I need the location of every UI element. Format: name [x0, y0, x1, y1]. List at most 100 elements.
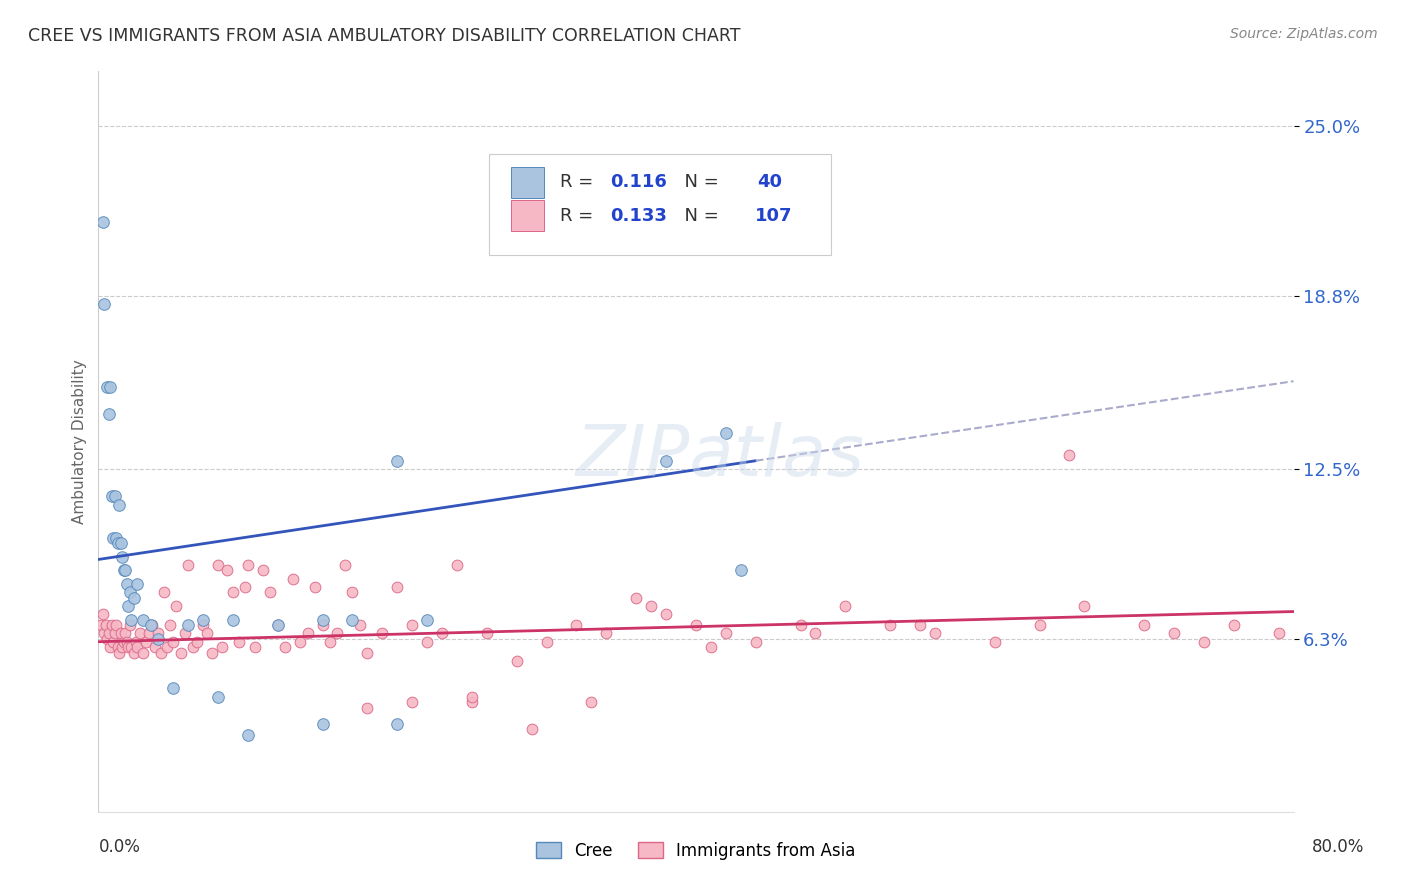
Point — [120, 613, 142, 627]
Text: 80.0%: 80.0% — [1312, 838, 1364, 856]
Point — [745, 634, 768, 648]
Point — [97, 407, 120, 421]
Point — [129, 626, 152, 640]
Point — [274, 640, 297, 655]
Point — [103, 634, 125, 648]
Point — [461, 690, 484, 704]
Point — [536, 634, 558, 648]
Point — [416, 613, 439, 627]
Point — [177, 618, 200, 632]
Point — [804, 626, 827, 640]
Point — [115, 577, 138, 591]
Point — [685, 618, 707, 632]
Point — [349, 618, 371, 632]
Point — [101, 618, 124, 632]
Point — [267, 618, 290, 632]
Point — [111, 549, 134, 564]
Point — [93, 626, 115, 640]
Point — [174, 626, 197, 640]
Point — [148, 626, 170, 640]
Legend: Cree, Immigrants from Asia: Cree, Immigrants from Asia — [530, 835, 862, 866]
Point — [984, 634, 1007, 648]
Point — [879, 618, 901, 632]
FancyBboxPatch shape — [510, 200, 544, 231]
Y-axis label: Ambulatory Disability: Ambulatory Disability — [72, 359, 87, 524]
Point — [655, 607, 678, 622]
Point — [197, 626, 219, 640]
Point — [132, 613, 155, 627]
Text: 0.0%: 0.0% — [98, 838, 141, 856]
Point — [207, 690, 229, 704]
Point — [475, 626, 498, 640]
Text: 0.133: 0.133 — [610, 207, 666, 225]
Point — [162, 634, 184, 648]
Text: R =: R = — [560, 173, 599, 192]
Point — [105, 618, 128, 632]
Point — [233, 580, 256, 594]
Text: N =: N = — [673, 173, 724, 192]
Point — [730, 563, 752, 577]
Point — [1028, 618, 1050, 632]
Point — [104, 626, 127, 640]
Point — [117, 640, 139, 655]
Point — [655, 454, 678, 468]
Point — [162, 681, 184, 696]
Point — [90, 618, 112, 632]
Point — [215, 563, 238, 577]
Point — [181, 640, 204, 655]
Point — [288, 634, 311, 648]
Point — [834, 599, 856, 613]
Text: CREE VS IMMIGRANTS FROM ASIA AMBULATORY DISABILITY CORRELATION CHART: CREE VS IMMIGRANTS FROM ASIA AMBULATORY … — [28, 27, 741, 45]
Point — [125, 634, 148, 648]
Point — [565, 618, 588, 632]
Point — [108, 498, 131, 512]
Point — [236, 728, 259, 742]
Point — [138, 626, 160, 640]
Point — [156, 640, 179, 655]
Point — [105, 531, 128, 545]
Point — [461, 695, 484, 709]
Point — [132, 646, 155, 660]
Text: R =: R = — [560, 207, 599, 225]
Point — [211, 640, 233, 655]
Point — [222, 585, 245, 599]
Point — [98, 380, 122, 394]
Text: 40: 40 — [756, 173, 782, 192]
Text: N =: N = — [673, 207, 724, 225]
Text: 107: 107 — [755, 207, 792, 225]
Point — [520, 723, 543, 737]
Point — [108, 646, 131, 660]
Point — [111, 640, 134, 655]
Text: 0.116: 0.116 — [610, 173, 666, 192]
Point — [714, 626, 737, 640]
Point — [342, 585, 364, 599]
Point — [115, 634, 138, 648]
Point — [1192, 634, 1215, 648]
Point — [91, 607, 114, 622]
Point — [201, 646, 224, 660]
Point — [446, 558, 468, 572]
Point — [371, 626, 394, 640]
Point — [1073, 599, 1095, 613]
Point — [91, 215, 114, 229]
Point — [110, 536, 132, 550]
Point — [150, 646, 173, 660]
Point — [148, 632, 170, 646]
Text: Source: ZipAtlas.com: Source: ZipAtlas.com — [1230, 27, 1378, 41]
Point — [1267, 626, 1289, 640]
Point — [506, 654, 529, 668]
Point — [924, 626, 946, 640]
Point — [595, 626, 617, 640]
Point — [114, 626, 136, 640]
Point — [245, 640, 267, 655]
Point — [1059, 448, 1081, 462]
Point — [135, 634, 157, 648]
Point — [326, 626, 349, 640]
Point — [1133, 618, 1156, 632]
Point — [98, 640, 122, 655]
Point — [304, 580, 326, 594]
Point — [117, 599, 139, 613]
Point — [107, 640, 129, 655]
Point — [107, 536, 129, 550]
Point — [143, 640, 166, 655]
